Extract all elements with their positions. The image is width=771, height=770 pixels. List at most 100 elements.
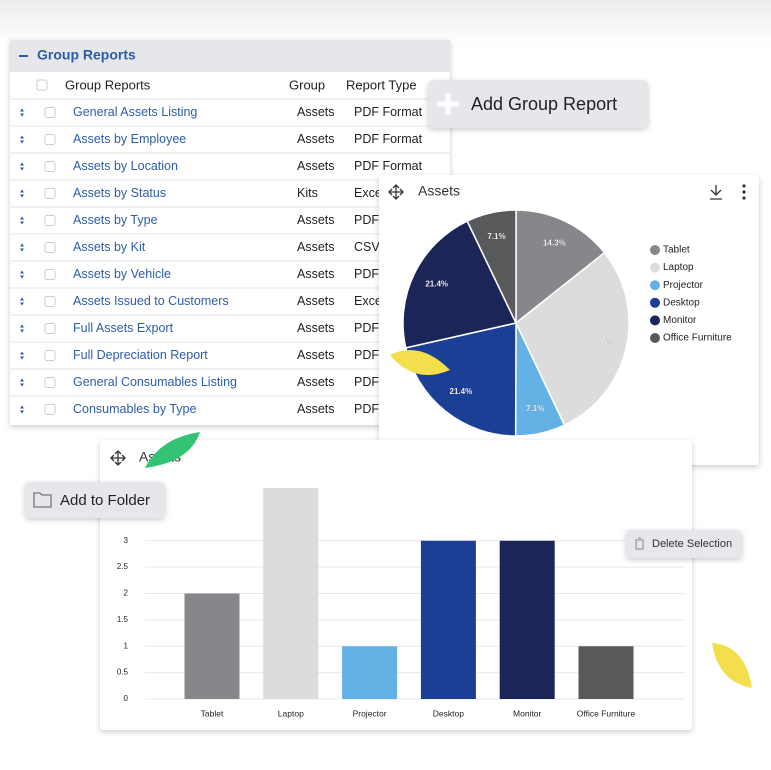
- report-link[interactable]: Assets by Status: [73, 186, 166, 200]
- bar: [184, 593, 240, 699]
- legend-label: Desktop: [663, 297, 700, 308]
- plus-icon: [437, 93, 459, 115]
- legend-label: Tablet: [663, 245, 690, 256]
- x-tick-label: Office Furniture: [577, 708, 636, 718]
- bar: [499, 540, 555, 699]
- drag-handle[interactable]: [20, 324, 24, 333]
- menu-dot[interactable]: [742, 196, 746, 200]
- report-group: Assets: [297, 159, 335, 173]
- report-group: Assets: [297, 294, 335, 308]
- checkbox[interactable]: [44, 323, 56, 334]
- drag-handle[interactable]: [20, 189, 24, 198]
- report-group: Assets: [297, 321, 335, 335]
- report-group: Assets: [297, 240, 335, 254]
- x-tick-label: Laptop: [278, 708, 304, 718]
- drag-handle[interactable]: [20, 270, 24, 279]
- y-tick-label: 3: [124, 536, 129, 545]
- leaf: [390, 350, 450, 375]
- checkbox[interactable]: [44, 161, 56, 172]
- report-link[interactable]: General Assets Listing: [73, 105, 197, 119]
- slice-label: 21.4%: [425, 280, 448, 289]
- report-link[interactable]: Assets by Employee: [73, 132, 186, 146]
- report-group: Assets: [297, 375, 335, 389]
- download-icon[interactable]: [710, 185, 722, 200]
- leaf: [712, 643, 752, 688]
- panel: [10, 40, 450, 425]
- button-label: Add to Folder: [60, 492, 150, 509]
- drag-handle[interactable]: [20, 351, 24, 360]
- legend-label: Monitor: [663, 315, 697, 326]
- report-link[interactable]: Consumables by Type: [73, 402, 196, 416]
- report-type: PDF Format: [354, 159, 423, 173]
- panel-title: Group Reports: [37, 47, 136, 63]
- add-to-folder-button[interactable]: [25, 482, 165, 518]
- bar: [263, 488, 319, 699]
- bar: [342, 646, 398, 699]
- move-icon[interactable]: [388, 184, 404, 200]
- drag-handle[interactable]: [20, 243, 24, 252]
- checkbox[interactable]: [44, 242, 56, 253]
- bar: [420, 540, 476, 699]
- pie-slice: [515, 209, 606, 325]
- report-link[interactable]: Assets by Vehicle: [73, 267, 171, 281]
- checkbox[interactable]: [44, 377, 56, 388]
- y-tick-label: 0: [124, 694, 129, 703]
- report-link[interactable]: Full Assets Export: [73, 321, 174, 335]
- x-tick-label: Monitor: [513, 708, 542, 718]
- checkbox[interactable]: [44, 215, 56, 226]
- report-link[interactable]: Assets by Kit: [73, 240, 146, 254]
- checkbox[interactable]: [36, 79, 48, 91]
- drag-handle[interactable]: [20, 405, 24, 414]
- delete-selection-button[interactable]: [626, 530, 742, 558]
- move-icon[interactable]: [110, 450, 126, 466]
- leaf: [145, 432, 200, 468]
- report-type: PDF Format: [354, 105, 423, 119]
- legend-swatch: [650, 280, 660, 291]
- y-tick-label: 0.5: [117, 668, 129, 677]
- menu-dot[interactable]: [742, 190, 746, 194]
- column-header: Group Reports: [65, 77, 151, 92]
- drag-handle[interactable]: [20, 378, 24, 387]
- legend-label: Projector: [663, 280, 704, 291]
- x-tick-label: Tablet: [201, 708, 224, 718]
- y-tick-label: 1: [124, 641, 129, 650]
- report-link[interactable]: General Consumables Listing: [73, 375, 237, 389]
- slice-label: 7.1%: [487, 232, 505, 241]
- pie-slice: [466, 209, 517, 324]
- checkbox[interactable]: [44, 350, 56, 361]
- report-link[interactable]: Assets Issued to Customers: [73, 294, 229, 308]
- y-tick-label: 2: [124, 589, 129, 598]
- y-tick-label: 2.5: [117, 562, 129, 571]
- x-tick-label: Projector: [353, 708, 387, 718]
- drag-handle[interactable]: [20, 216, 24, 225]
- folder-icon: [33, 492, 52, 508]
- legend-swatch: [650, 297, 660, 308]
- checkbox[interactable]: [44, 269, 56, 280]
- panel-header: [10, 40, 450, 72]
- report-link[interactable]: Assets by Location: [73, 159, 178, 173]
- add-group-report-button[interactable]: [428, 80, 648, 128]
- checkbox[interactable]: [44, 188, 56, 199]
- legend-swatch: [650, 333, 660, 343]
- drag-handle[interactable]: [20, 135, 24, 144]
- drag-handle[interactable]: [20, 108, 24, 117]
- slice-label: 28.6%: [591, 338, 614, 347]
- menu-dot[interactable]: [742, 184, 746, 188]
- checkbox[interactable]: [44, 296, 56, 307]
- report-link[interactable]: Assets by Type: [73, 213, 158, 227]
- x-tick-label: Desktop: [433, 708, 464, 718]
- pie-slice: [402, 220, 518, 349]
- bar: [578, 646, 634, 699]
- checkbox[interactable]: [44, 134, 56, 145]
- report-group: Assets: [297, 132, 335, 146]
- trash-icon: [635, 537, 644, 550]
- report-group: Assets: [297, 213, 335, 227]
- column-header: Group: [289, 77, 325, 92]
- report-group: Assets: [297, 105, 335, 119]
- report-link[interactable]: Full Depreciation Report: [73, 348, 208, 362]
- drag-handle[interactable]: [20, 162, 24, 171]
- drag-handle[interactable]: [20, 297, 24, 306]
- checkbox[interactable]: [44, 107, 56, 118]
- report-group: Assets: [297, 402, 335, 416]
- checkbox[interactable]: [44, 404, 56, 415]
